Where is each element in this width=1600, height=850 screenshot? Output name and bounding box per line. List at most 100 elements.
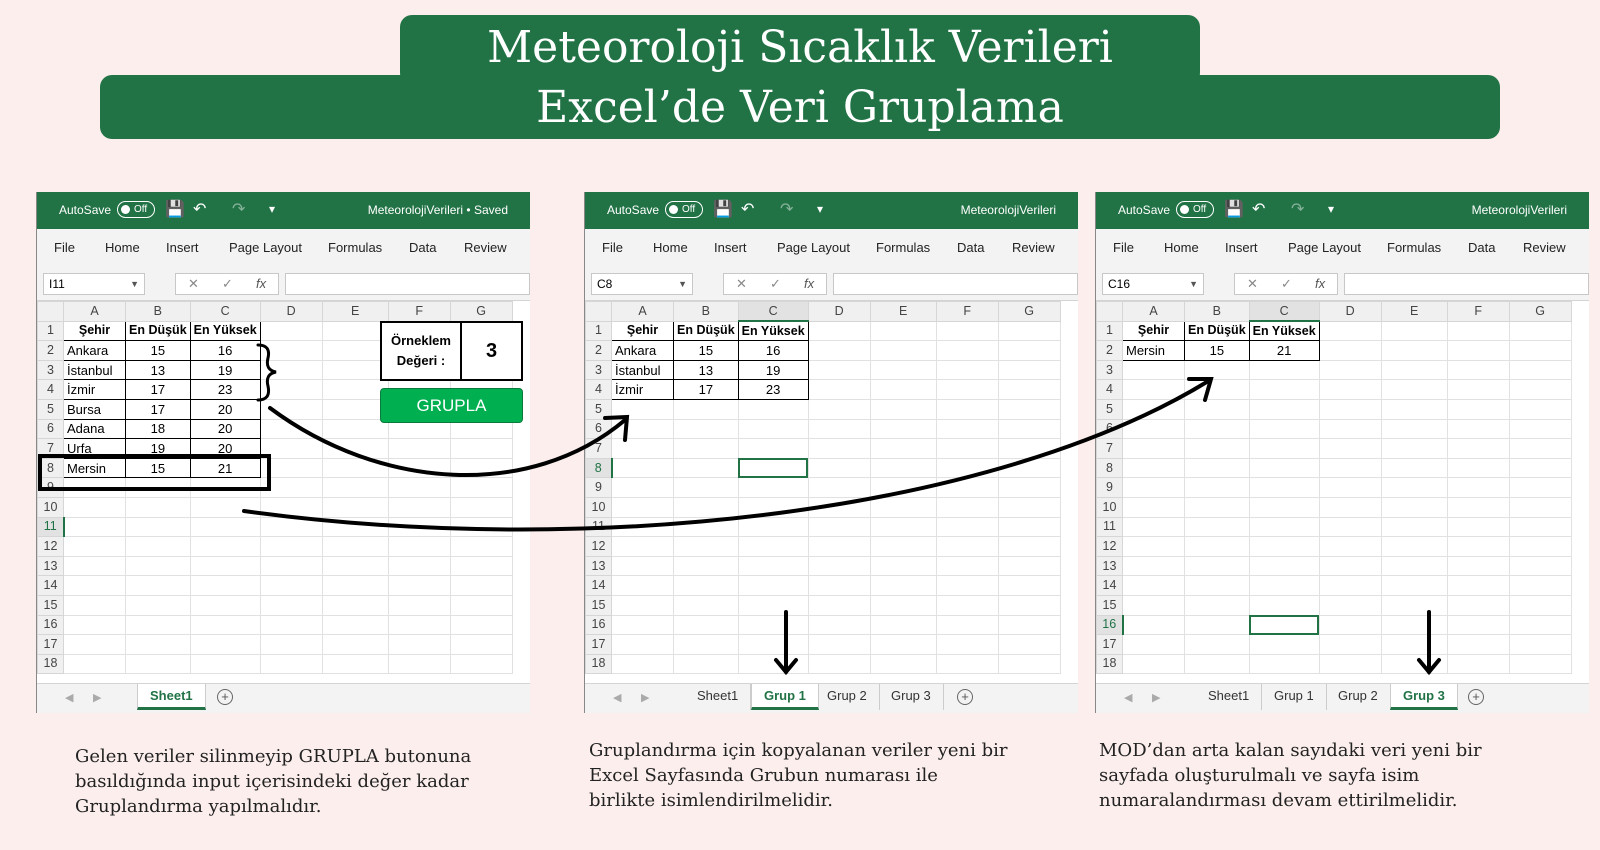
cell[interactable] — [63, 536, 126, 557]
cell[interactable] — [673, 634, 739, 655]
table-header-cell[interactable]: Şehir — [1122, 320, 1185, 342]
row-header[interactable]: 11 — [37, 516, 65, 538]
cell[interactable] — [807, 555, 871, 577]
cell[interactable] — [1248, 516, 1320, 538]
cell[interactable] — [125, 555, 191, 577]
cell[interactable] — [807, 359, 871, 381]
cell[interactable] — [869, 555, 937, 577]
scroll-left-icon[interactable]: ◀ — [613, 692, 622, 704]
cell[interactable] — [63, 555, 126, 577]
row-header[interactable]: 11 — [585, 516, 612, 538]
row-header[interactable]: 13 — [37, 555, 64, 577]
redo-icon[interactable]: ↷ — [232, 201, 246, 218]
table-cell[interactable]: Mersin — [63, 457, 126, 479]
cell[interactable] — [1380, 575, 1448, 596]
cell[interactable] — [673, 653, 739, 675]
table-cell[interactable]: Mersin — [1122, 340, 1185, 361]
ribbon-tab-file[interactable]: File — [1113, 240, 1134, 255]
row-header[interactable]: 11 — [1096, 516, 1123, 538]
column-header[interactable]: A — [1122, 301, 1185, 322]
cell[interactable] — [807, 379, 871, 400]
cell[interactable] — [869, 594, 937, 616]
cell[interactable] — [1508, 496, 1572, 518]
cell[interactable] — [125, 496, 191, 518]
scroll-left-icon[interactable]: ◀ — [1124, 692, 1133, 704]
cell[interactable] — [1184, 536, 1250, 557]
cell[interactable] — [737, 575, 809, 596]
cell[interactable] — [935, 418, 999, 440]
ribbon-tab-insert[interactable]: Insert — [1225, 240, 1258, 255]
cell[interactable] — [611, 594, 674, 616]
cell[interactable] — [321, 418, 389, 440]
cell[interactable] — [189, 477, 261, 498]
table-header-cell[interactable]: En Düşük — [673, 320, 739, 342]
cell[interactable] — [1446, 614, 1510, 636]
cell[interactable] — [1318, 496, 1382, 518]
cell[interactable] — [807, 575, 871, 596]
cell[interactable] — [449, 457, 513, 479]
cell[interactable] — [935, 320, 999, 342]
cell[interactable] — [673, 555, 739, 577]
cell[interactable] — [1380, 536, 1448, 557]
cell[interactable] — [387, 594, 451, 616]
cell[interactable] — [259, 653, 323, 675]
cell[interactable] — [1248, 438, 1320, 459]
row-header[interactable]: 6 — [37, 418, 64, 440]
cell[interactable] — [611, 555, 674, 577]
ribbon-tab-formulas[interactable]: Formulas — [328, 240, 383, 255]
cell[interactable] — [449, 653, 513, 675]
row-header[interactable]: 4 — [585, 379, 612, 400]
column-header[interactable]: C — [189, 301, 261, 322]
ribbon-tab-review[interactable]: Review — [464, 240, 507, 255]
cell[interactable] — [259, 379, 323, 400]
cell[interactable] — [63, 634, 126, 655]
row-header[interactable]: 5 — [1096, 398, 1123, 420]
cell[interactable] — [1318, 438, 1382, 459]
cell[interactable] — [997, 575, 1061, 596]
cell[interactable] — [997, 536, 1061, 557]
cell[interactable] — [387, 496, 451, 518]
cell[interactable] — [1446, 653, 1510, 675]
cell[interactable] — [1380, 496, 1448, 518]
cell[interactable] — [259, 575, 323, 596]
cell[interactable] — [869, 575, 937, 596]
add-sheet-icon[interactable]: + — [217, 689, 233, 705]
cell[interactable] — [449, 516, 513, 538]
ribbon-tab-page-layout[interactable]: Page Layout — [777, 240, 851, 255]
cell[interactable] — [997, 398, 1061, 420]
cell[interactable] — [387, 653, 451, 675]
row-header[interactable]: 14 — [37, 575, 64, 596]
cell[interactable] — [449, 594, 513, 616]
cancel-icon[interactable]: ✕ — [188, 276, 199, 291]
cell[interactable] — [737, 477, 809, 498]
cell[interactable] — [807, 477, 871, 498]
cell[interactable] — [1122, 418, 1185, 440]
sheet-tab-grup-2[interactable]: Grup 2 — [815, 684, 880, 710]
cell[interactable] — [737, 418, 809, 440]
cell[interactable] — [321, 340, 389, 361]
cell[interactable] — [189, 614, 261, 636]
cancel-icon[interactable]: ✕ — [736, 276, 747, 291]
table-cell[interactable]: 21 — [1248, 340, 1320, 361]
cell[interactable] — [997, 555, 1061, 577]
column-header[interactable]: D — [259, 301, 323, 322]
cell[interactable] — [1122, 536, 1185, 557]
cell[interactable] — [189, 575, 261, 596]
cell[interactable] — [449, 555, 513, 577]
cell[interactable] — [869, 379, 937, 400]
cell[interactable] — [1184, 575, 1250, 596]
cell[interactable] — [321, 398, 389, 420]
table-cell[interactable]: İstanbul — [611, 359, 674, 381]
table-cell[interactable]: 13 — [673, 359, 739, 381]
cell[interactable] — [1184, 457, 1250, 479]
cell[interactable] — [1248, 418, 1320, 440]
row-header[interactable]: 18 — [585, 653, 612, 675]
column-header[interactable]: A — [63, 301, 126, 322]
cell[interactable] — [1508, 634, 1572, 655]
cell[interactable] — [1508, 418, 1572, 440]
cell[interactable] — [611, 477, 674, 498]
row-header[interactable]: 16 — [37, 614, 64, 636]
cell[interactable] — [387, 457, 451, 479]
cell[interactable] — [1122, 653, 1185, 675]
cell[interactable] — [935, 359, 999, 381]
